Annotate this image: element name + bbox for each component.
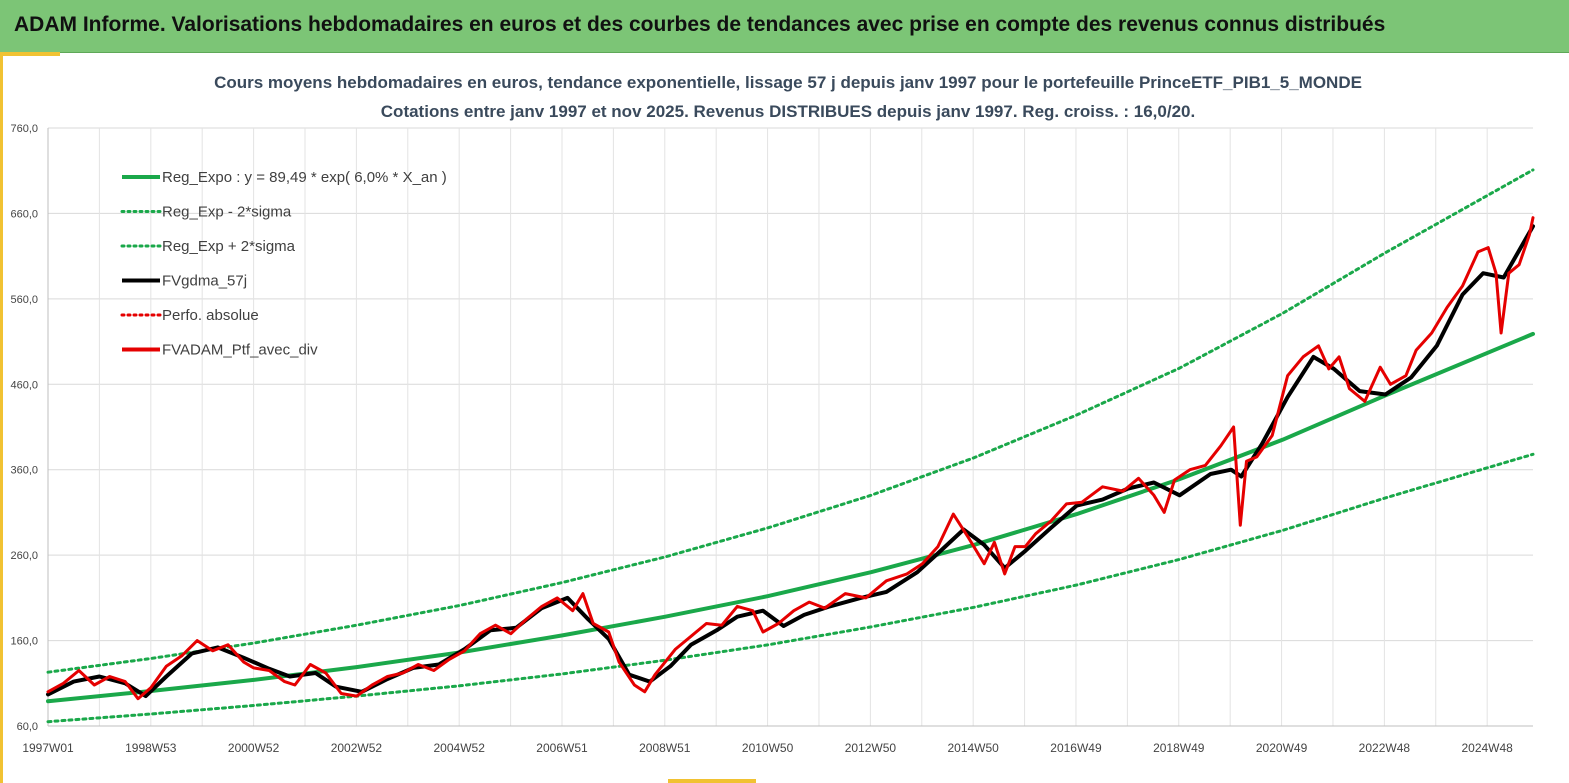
chart-legend: Reg_Expo : y = 89,49 * exp( 6,0% * X_an …: [120, 169, 447, 359]
x-tick-label: 2018W49: [1153, 741, 1205, 755]
banner-title: ADAM Informe. Valorisations hebdomadaire…: [14, 13, 1386, 36]
bottom-accent-bar: [668, 779, 756, 783]
x-tick-label: 2010W50: [742, 741, 794, 755]
series-line-1: [46, 331, 1535, 704]
x-tick-label: 2008W51: [639, 741, 691, 755]
x-axis: 1997W01 1998W53 2000W52 2002W52 2004W52 2006W…: [22, 741, 1513, 755]
chart-grid: [47, 127, 1533, 727]
y-tick-label: 460,0: [10, 379, 38, 391]
top-accent-bar: [0, 52, 60, 56]
x-tick-label: 2012W50: [845, 741, 897, 755]
x-tick-label: 2022W48: [1359, 741, 1411, 755]
chart-area: Cours moyens hebdomadaires en euros, ten…: [10, 73, 1535, 755]
x-tick-label: 1997W01: [22, 741, 74, 755]
y-tick-label: 60,0: [17, 721, 38, 733]
x-tick-label: 2014W50: [947, 741, 999, 755]
x-tick-label: 2002W52: [331, 741, 383, 755]
y-tick-label: 760,0: [10, 123, 38, 135]
y-tick-label: 260,0: [10, 550, 38, 562]
y-tick-label: 660,0: [10, 208, 38, 220]
series-line-3: [46, 168, 1535, 674]
series-line-5: [46, 216, 1535, 701]
legend-label: Reg_Expo : y = 89,49 * exp( 6,0% * X_an …: [162, 169, 447, 186]
x-tick-label: 2016W49: [1050, 741, 1102, 755]
legend-label: Reg_Exp - 2*sigma: [162, 204, 292, 221]
x-tick-label: 2006W51: [536, 741, 588, 755]
legend-label: FVADAM_Ptf_avec_div: [162, 342, 318, 359]
legend-label: Perfo. absolue: [162, 307, 259, 324]
x-tick-label: 2000W52: [228, 741, 280, 755]
x-tick-label: 2020W49: [1256, 741, 1308, 755]
legend-label: Reg_Exp + 2*sigma: [162, 238, 296, 255]
y-tick-label: 160,0: [10, 636, 38, 648]
x-tick-label: 1998W53: [125, 741, 177, 755]
chart-title: Cours moyens hebdomadaires en euros, ten…: [214, 73, 1362, 92]
y-tick-label: 560,0: [10, 294, 38, 306]
left-accent-border: [0, 52, 9, 783]
y-axis: 60,0 160,0 260,0 360,0 460,0 560,0 660,0 760,0: [10, 123, 38, 733]
y-tick-label: 360,0: [10, 465, 38, 477]
x-tick-label: 2004W52: [434, 741, 486, 755]
x-tick-label: 2024W48: [1461, 741, 1513, 755]
series-layer: [46, 168, 1535, 724]
header-banner: ADAM Informe. Valorisations hebdomadaire…: [0, 0, 1569, 53]
legend-label: FVgdma_57j: [162, 273, 247, 290]
chart-subtitle: Cotations entre janv 1997 et nov 2025. R…: [381, 102, 1195, 121]
series-line-2: [46, 452, 1535, 724]
